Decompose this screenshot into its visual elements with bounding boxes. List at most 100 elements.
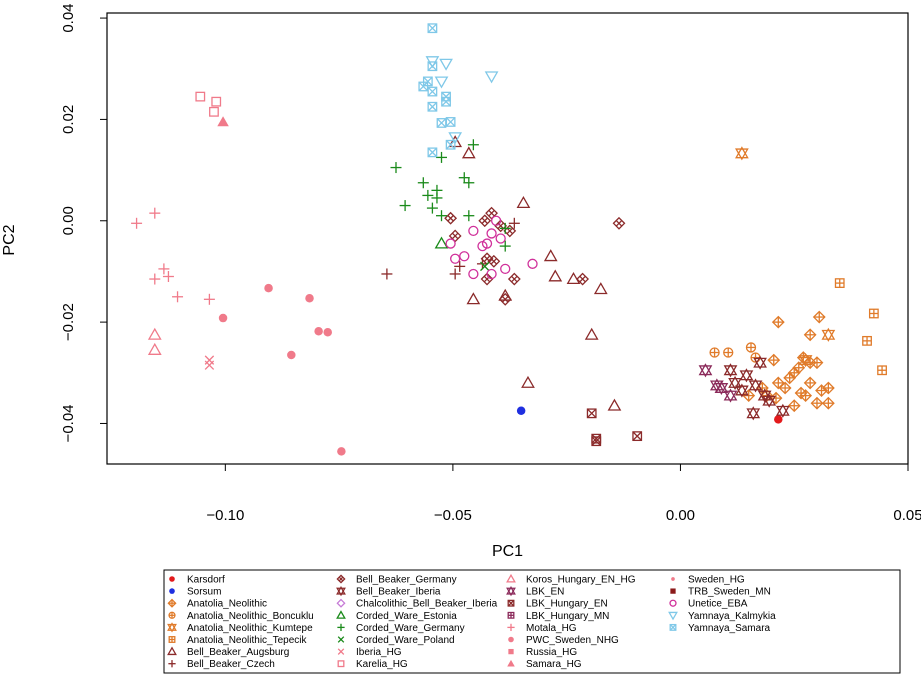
point-bell-beaker-germany — [576, 272, 590, 286]
point-corded-ware-estonia — [434, 236, 449, 249]
legend-label-anatolia-neolithic-tepecik: Anatolia_Neolithic_Tepecik — [187, 635, 308, 646]
point-anatolia-neolithic-kumtepe — [735, 146, 749, 161]
y-tick-label: 0.02 — [60, 105, 77, 134]
legend-label-karelia-hg: Karelia_HG — [356, 659, 408, 670]
legend-label-russia-hg: Russia_HG — [526, 647, 577, 658]
point-corded-ware-germany — [463, 177, 475, 189]
legend-label-pwc-sweden-nhg: PWC_Sweden_NHG — [526, 635, 619, 646]
legend-marker-karsdorf — [169, 576, 175, 582]
y-axis-title: PC2 — [1, 224, 18, 255]
legend-label-karsdorf: Karsdorf — [187, 575, 225, 586]
point-anatolia-neolithic-kumtepe — [798, 353, 813, 368]
point-lbk-hungary-en — [586, 408, 597, 419]
point-sorsum — [516, 406, 526, 416]
point-motala-hg — [131, 217, 143, 229]
legend-marker-chalcolithic-bell-beaker-iberia — [336, 598, 346, 608]
point-yamnaya-kalmykia — [439, 58, 453, 71]
point-bell-beaker-czech — [454, 260, 466, 272]
legend-marker-russia-hg — [508, 648, 514, 655]
point-karelia-hg — [211, 96, 222, 107]
legend-marker-corded-ware-germany — [337, 623, 345, 632]
point-anatolia-neolithic — [821, 381, 835, 395]
point-anatolia-neolithic — [799, 389, 813, 403]
point-unetice-eba — [450, 253, 461, 264]
point-bell-beaker-czech — [449, 268, 461, 280]
legend-marker-anatolia-neolithic — [167, 598, 177, 608]
x-axis: −0.10 −0.05 0.00 0.05 — [206, 464, 921, 524]
point-bell-beaker-iberia — [739, 368, 754, 383]
point-anatolia-neolithic-kumtepe — [821, 327, 836, 342]
point-karelia-hg — [209, 106, 219, 117]
legend-marker-yamnaya-kalmykia — [668, 611, 678, 621]
point-bell-beaker-augsburg — [548, 269, 563, 282]
legend-label-unetice-eba: Unetice_EBA — [688, 599, 748, 610]
point-bell-beaker-iberia — [762, 393, 777, 408]
point-lbk-en — [714, 380, 729, 396]
point-yamnaya-samara — [445, 117, 456, 127]
point-bell-beaker-germany — [478, 214, 492, 228]
legend-marker-corded-ware-estonia — [336, 610, 346, 619]
point-corded-ware-poland — [480, 261, 490, 272]
x-axis-title: PC1 — [492, 543, 523, 560]
legend-marker-anatolia-neolithic-kumtepe — [167, 622, 177, 633]
legend-marker-iberia-hg — [337, 648, 345, 655]
point-bell-beaker-germany — [612, 216, 626, 230]
legend-label-bell-beaker-augsburg: Bell_Beaker_Augsburg — [187, 647, 289, 658]
point-lbk-hungary-en — [632, 431, 643, 442]
legend-label-bell-beaker-germany: Bell_Beaker_Germany — [356, 575, 457, 586]
point-corded-ware-germany — [426, 202, 438, 214]
legend-label-yamnaya-samara: Yamnaya_Samara — [688, 623, 771, 634]
point-anatolia-neolithic — [787, 399, 801, 413]
point-yamnaya-kalmykia — [448, 132, 463, 145]
y-tick-label: −0.04 — [60, 404, 77, 442]
point-unetice-eba — [486, 268, 497, 280]
point-anatolia-neolithic — [771, 315, 785, 329]
point-anatolia-neolithic-tepecik — [877, 365, 887, 376]
x-tick-label: −0.10 — [206, 507, 244, 524]
point-unetice-eba — [527, 258, 538, 269]
point-bell-beaker-augsburg — [607, 398, 622, 411]
point-motala-hg — [149, 273, 161, 285]
point-samara-hg — [217, 116, 229, 127]
legend-marker-sweden-hg — [671, 577, 675, 581]
point-anatolia-neolithic — [810, 356, 824, 370]
legend-marker-bell-beaker-czech — [168, 660, 176, 668]
point-bell-beaker-iberia — [746, 406, 761, 421]
point-karsdorf — [774, 415, 783, 424]
point-motala-hg — [203, 293, 215, 305]
data-points — [131, 23, 887, 456]
point-corded-ware-germany — [463, 210, 475, 222]
point-yamnaya-samara — [427, 147, 438, 158]
point-corded-ware-germany — [499, 240, 511, 252]
point-unetice-eba — [495, 233, 506, 244]
point-anatolia-neolithic-boncuklu — [745, 342, 757, 353]
point-bell-beaker-czech — [508, 217, 520, 229]
point-anatolia-neolithic — [778, 381, 792, 395]
point-corded-ware-germany — [458, 172, 470, 184]
legend-label-sweden-hg: Sweden_HG — [688, 575, 745, 586]
point-yamnaya-samara — [427, 101, 438, 112]
point-bell-beaker-germany — [498, 292, 512, 306]
point-corded-ware-germany — [390, 162, 402, 174]
point-anatolia-neolithic — [792, 361, 806, 375]
point-bell-beaker-iberia — [735, 383, 749, 398]
point-yamnaya-samara — [441, 96, 451, 107]
legend-label-iberia-hg: Iberia_HG — [356, 647, 402, 658]
point-corded-ware-germany — [436, 151, 448, 163]
legend-label-lbk-hungary-mn: LBK_Hungary_MN — [526, 611, 609, 622]
legend-label-bell-beaker-czech: Bell_Beaker_Czech — [187, 659, 275, 670]
point-bell-beaker-germany — [503, 224, 517, 238]
point-anatolia-neolithic — [767, 353, 781, 367]
point-motala-hg — [172, 291, 184, 303]
point-bell-beaker-germany — [487, 254, 501, 268]
legend-marker-corded-ware-poland — [337, 636, 345, 643]
point-unetice-eba — [490, 215, 502, 226]
legend-marker-lbk-hungary-en — [507, 599, 515, 607]
legend-label-anatolia-neolithic: Anatolia_Neolithic — [187, 599, 267, 610]
x-tick-label: −0.05 — [434, 507, 472, 524]
point-yamnaya-samara — [436, 118, 447, 128]
point-anatolia-neolithic — [821, 396, 835, 410]
point-anatolia-neolithic — [742, 389, 756, 403]
legend-marker-samara-hg — [507, 659, 515, 667]
point-anatolia-neolithic-tepecik — [862, 335, 872, 346]
